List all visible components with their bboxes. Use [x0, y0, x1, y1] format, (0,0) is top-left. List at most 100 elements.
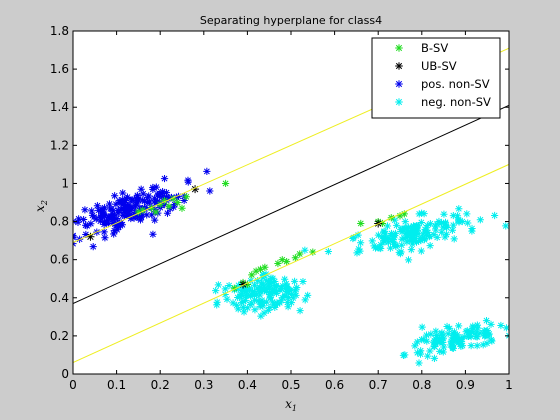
neg-non-sv-point — [234, 305, 242, 313]
neg-non-sv-point — [234, 285, 242, 293]
neg-non-sv-point — [292, 285, 300, 293]
pos-non-sv-point — [136, 216, 145, 224]
pos-non-sv-point — [74, 218, 82, 226]
neg-non-sv-point — [355, 245, 363, 253]
neg-non-sv-point — [374, 244, 382, 252]
pos-non-sv-point — [94, 206, 103, 214]
legend-marker — [395, 44, 403, 52]
neg-non-sv-point — [284, 293, 293, 301]
neg-non-sv-point — [450, 235, 458, 243]
x-tick-label: 0.1 — [107, 378, 126, 392]
b-sv-point — [396, 212, 404, 220]
neg-non-sv-point — [236, 292, 244, 301]
neg-non-sv-point — [432, 226, 440, 234]
pos-non-sv-point — [160, 174, 169, 183]
margin-lower-line — [73, 163, 509, 364]
legend-marker — [395, 80, 403, 88]
neg-non-sv-point — [502, 324, 509, 332]
neg-non-sv-point — [260, 309, 268, 317]
neg-non-sv-point — [432, 331, 440, 340]
b-sv-point — [156, 200, 164, 209]
b-sv-point — [134, 208, 142, 216]
neg-non-sv-point — [374, 231, 382, 239]
pos-non-sv-point — [97, 205, 105, 213]
neg-non-sv-point — [292, 291, 300, 299]
pos-non-sv-point — [116, 222, 125, 230]
neg-non-sv-point — [460, 333, 468, 341]
pos-non-sv-point — [161, 200, 169, 209]
pos-non-sv-point — [120, 212, 128, 220]
b-sv-point — [178, 204, 186, 212]
neg-non-sv-point — [439, 223, 447, 231]
neg-non-sv-point — [398, 228, 406, 236]
neg-non-sv-point — [287, 290, 296, 299]
neg-non-sv-point — [250, 296, 259, 304]
neg-non-sv-point — [287, 299, 296, 307]
neg-non-sv-point — [440, 343, 448, 351]
b-sv-point — [147, 204, 156, 212]
neg-non-sv-point — [403, 238, 411, 246]
neg-non-sv-point — [264, 306, 272, 314]
pos-non-sv-point — [166, 205, 174, 213]
neg-non-sv-point — [281, 275, 289, 283]
pos-non-sv-point — [100, 204, 109, 212]
neg-non-sv-point — [383, 222, 392, 230]
b-sv-point — [400, 210, 408, 218]
neg-non-sv-point — [262, 270, 270, 278]
neg-non-sv-point — [281, 292, 289, 300]
x-tick-label: 0.9 — [456, 378, 475, 392]
x-tick-label: 0.4 — [238, 378, 257, 392]
neg-non-sv-point — [213, 301, 221, 309]
neg-non-sv-point — [264, 282, 272, 290]
pos-non-sv-point — [124, 211, 132, 219]
ub-sv-point — [86, 232, 95, 241]
b-sv-point — [283, 257, 291, 266]
neg-non-sv-point — [233, 301, 241, 309]
neg-non-sv-point — [455, 322, 463, 330]
pos-non-sv-point — [109, 219, 117, 228]
b-sv-point — [309, 248, 317, 256]
pos-non-sv-point — [162, 193, 171, 201]
neg-non-sv-point — [410, 233, 418, 241]
legend-marker — [395, 98, 403, 106]
pos-non-sv-point — [158, 190, 166, 198]
neg-non-sv-point — [353, 249, 361, 257]
neg-non-sv-point — [418, 323, 426, 331]
neg-non-sv-point — [243, 291, 251, 300]
neg-non-sv-point — [433, 233, 441, 242]
pos-non-sv-point — [151, 205, 159, 213]
pos-non-sv-point — [150, 194, 159, 202]
pos-non-sv-point — [180, 196, 188, 205]
pos-non-sv-point — [109, 207, 117, 215]
neg-non-sv-point — [214, 281, 222, 289]
neg-non-sv-point — [239, 303, 247, 311]
neg-non-sv-point — [380, 227, 388, 235]
neg-non-sv-point — [289, 294, 297, 302]
neg-non-sv-point — [464, 329, 473, 337]
x-tick-label: 1 — [505, 378, 513, 392]
neg-non-sv-point — [426, 347, 434, 355]
neg-non-sv-point — [430, 342, 438, 350]
pos-non-sv-point — [152, 183, 160, 191]
pos-non-sv-point — [149, 230, 157, 238]
neg-non-sv-point — [444, 330, 452, 338]
neg-non-sv-point — [417, 218, 425, 227]
neg-non-sv-point — [407, 246, 415, 254]
neg-non-sv-point — [269, 288, 277, 296]
neg-non-sv-point — [268, 298, 277, 306]
neg-non-sv-point — [368, 237, 376, 245]
pos-non-sv-point — [151, 216, 159, 224]
pos-non-sv-point — [100, 228, 108, 236]
neg-non-sv-point — [483, 339, 491, 347]
legend-label: B-SV — [421, 41, 448, 55]
neg-non-sv-point — [244, 304, 252, 312]
pos-non-sv-point — [134, 195, 142, 204]
b-sv-point — [139, 206, 147, 214]
neg-non-sv-point — [391, 229, 400, 238]
pos-non-sv-point — [153, 197, 162, 206]
neg-non-sv-point — [263, 298, 271, 306]
neg-non-sv-point — [418, 336, 426, 344]
neg-non-sv-point — [491, 211, 499, 220]
neg-non-sv-point — [392, 221, 401, 229]
neg-non-sv-point — [411, 342, 419, 350]
